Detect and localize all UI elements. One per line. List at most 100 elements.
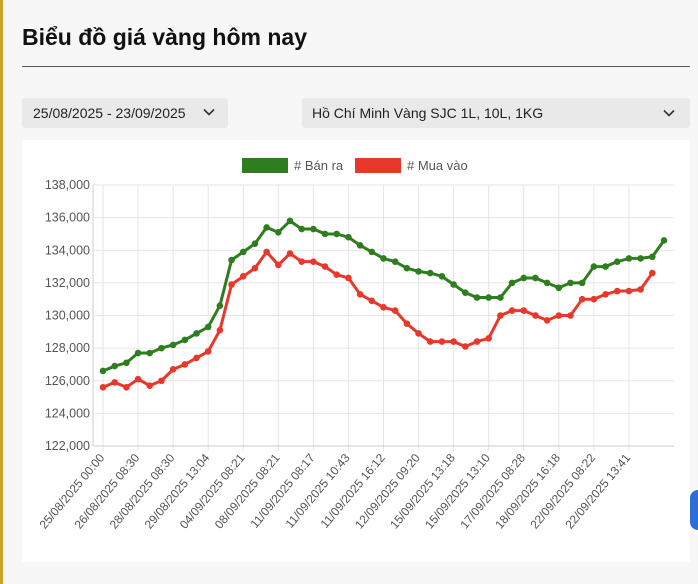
data-point [123, 359, 130, 367]
y-tick-label: 134,000 [45, 243, 90, 257]
data-point [193, 354, 200, 362]
data-point [403, 264, 411, 272]
data-point [637, 286, 644, 293]
data-point [146, 349, 154, 357]
side-action-button[interactable] [690, 490, 698, 530]
date-range-value: 25/08/2025 - 23/09/2025 [33, 105, 186, 121]
date-range-picker[interactable]: 25/08/2025 - 23/09/2025 [22, 98, 228, 128]
data-point [426, 338, 434, 345]
y-tick-label: 128,000 [45, 341, 90, 355]
data-point [403, 320, 411, 327]
data-point [380, 304, 387, 311]
product-select[interactable]: Hồ Chí Minh Vàng SJC 1L, 10L, 1KG [302, 98, 690, 128]
data-point [228, 256, 235, 264]
y-tick-label: 126,000 [45, 374, 90, 388]
data-point [520, 274, 528, 282]
data-point [473, 294, 481, 301]
data-point [181, 336, 189, 344]
data-point [415, 330, 422, 337]
data-point [169, 366, 177, 373]
data-point [462, 343, 469, 350]
data-point [368, 248, 376, 256]
data-point [578, 295, 586, 303]
y-tick-label: 122,000 [45, 439, 90, 453]
data-point [485, 335, 492, 342]
data-point [543, 317, 551, 324]
data-point [99, 367, 107, 375]
data-point [555, 312, 563, 319]
legend-label: # Mua vào [407, 158, 468, 173]
data-point [438, 338, 446, 345]
data-point [134, 349, 142, 357]
data-point [298, 225, 305, 233]
data-point [567, 312, 574, 319]
chevron-down-icon [202, 105, 216, 122]
data-point [438, 273, 446, 280]
data-point [204, 323, 212, 331]
data-point [450, 281, 457, 288]
data-point [426, 269, 434, 277]
data-point [532, 312, 539, 319]
data-point [286, 250, 294, 257]
data-point [625, 255, 633, 262]
legend-swatch [242, 158, 288, 173]
data-point [590, 295, 598, 303]
x-tick-label: 22/09/2025 13:41 [562, 451, 633, 532]
data-point [649, 253, 656, 261]
data-point [310, 258, 317, 265]
chevron-down-icon [662, 106, 676, 123]
data-point [263, 224, 270, 231]
chart-card: 138,000 136,000 134,000 132,000 130,000 128,0… [22, 140, 690, 562]
data-point [391, 258, 399, 265]
data-point [485, 294, 492, 301]
data-point [462, 289, 469, 296]
data-point [450, 338, 457, 345]
data-point [520, 307, 528, 314]
data-point [111, 379, 118, 386]
data-point [602, 263, 609, 270]
data-point [134, 375, 142, 383]
data-point [590, 263, 598, 270]
data-point [263, 248, 270, 256]
data-point [251, 240, 259, 248]
data-point [286, 217, 294, 225]
data-point [333, 230, 341, 238]
data-point [333, 271, 341, 279]
data-point [625, 287, 633, 295]
y-tick-label: 124,000 [45, 406, 90, 420]
data-point [321, 230, 329, 238]
data-point [123, 383, 130, 391]
accent-border [0, 0, 3, 584]
y-tick-label: 138,000 [45, 178, 90, 192]
data-point [473, 338, 481, 345]
data-point [111, 362, 118, 370]
data-point [508, 307, 516, 314]
data-point [368, 297, 376, 305]
data-point [204, 348, 212, 355]
data-point [321, 263, 329, 270]
data-point [169, 341, 177, 349]
data-point [239, 248, 247, 256]
y-tick-label: 136,000 [45, 211, 90, 225]
title-divider [22, 66, 690, 67]
data-point [356, 242, 364, 249]
data-point [216, 302, 224, 310]
page-title: Biểu đồ giá vàng hôm nay [22, 24, 307, 50]
data-point [193, 330, 200, 337]
data-point [158, 344, 165, 352]
y-tick-label: 130,000 [45, 309, 90, 323]
data-point [228, 281, 235, 288]
legend-swatch [355, 158, 401, 173]
product-select-value: Hồ Chí Minh Vàng SJC 1L, 10L, 1KG [312, 105, 544, 121]
price-chart: 138,000 136,000 134,000 132,000 130,000 128,0… [37, 158, 674, 532]
data-point [216, 326, 224, 334]
data-point [298, 258, 305, 265]
data-point [543, 279, 551, 287]
data-point [99, 383, 107, 391]
data-point [380, 255, 387, 262]
data-point [146, 382, 154, 389]
data-point [345, 274, 352, 282]
data-point [158, 377, 165, 385]
data-point [497, 294, 504, 301]
data-point [578, 279, 586, 287]
